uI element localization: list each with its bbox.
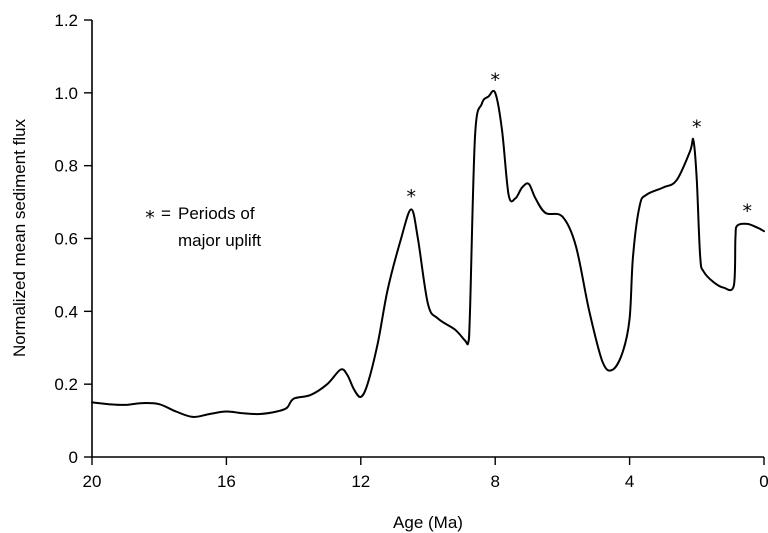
legend-line-2: major uplift — [178, 231, 261, 250]
series-group — [91, 89, 765, 418]
x-ticks: 20 16 12 8 4 0 — [83, 457, 768, 491]
x-tick-label: 4 — [625, 472, 634, 491]
y-tick-label: 1.0 — [54, 84, 78, 103]
x-tick-label: 8 — [490, 472, 499, 491]
legend-line-1: Periods of — [178, 204, 255, 223]
sediment-flux-line — [91, 89, 765, 418]
legend-equals: = — [161, 204, 171, 223]
x-tick-label: 20 — [83, 472, 102, 491]
x-axis-title: Age (Ma) — [393, 513, 463, 532]
uplift-marker: * — [692, 117, 702, 139]
y-ticks: 0 0.2 0.4 0.6 0.8 1.0 1.2 — [54, 11, 92, 467]
y-tick-label: 0.6 — [54, 230, 78, 249]
y-tick-label: 1.2 — [54, 11, 78, 30]
y-axis-title: Normalized mean sediment flux — [10, 118, 29, 357]
legend: * = Periods of major uplift — [145, 204, 261, 250]
y-tick-label: 0 — [69, 448, 78, 467]
x-tick-label: 16 — [217, 472, 236, 491]
uplift-marker: * — [406, 186, 416, 208]
uplift-marker: * — [490, 69, 500, 91]
y-tick-label: 0.2 — [54, 375, 78, 394]
uplift-markers: * * * * — [406, 69, 752, 222]
y-tick-label: 0.8 — [54, 157, 78, 176]
uplift-marker: * — [742, 200, 752, 222]
legend-symbol: * — [145, 207, 155, 229]
y-tick-label: 0.4 — [54, 302, 78, 321]
x-tick-label: 12 — [351, 472, 370, 491]
x-tick-label: 0 — [759, 472, 768, 491]
